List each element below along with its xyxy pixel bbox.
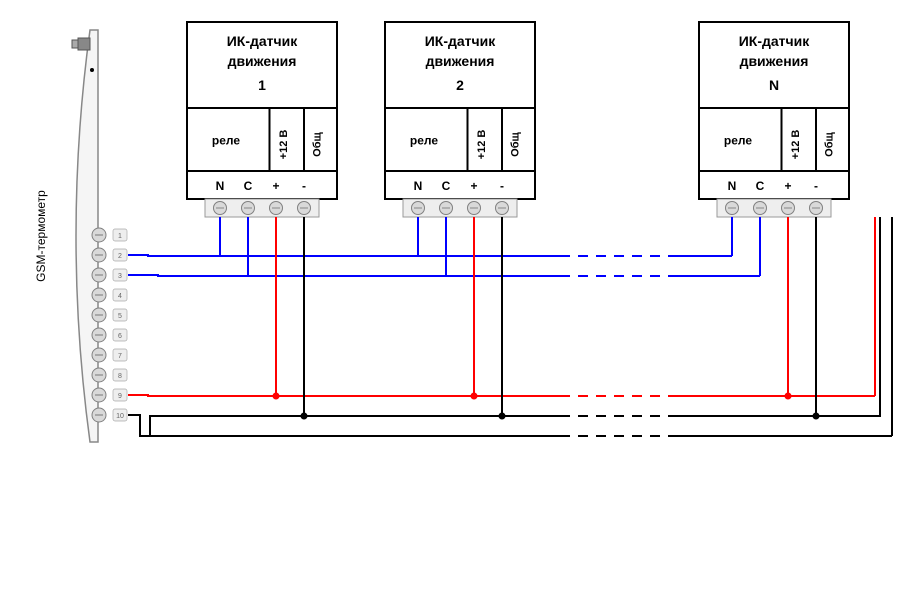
svg-text:N: N <box>769 77 779 93</box>
svg-text:1: 1 <box>118 233 122 240</box>
svg-text:ИК-датчик: ИК-датчик <box>425 33 497 49</box>
svg-text:1: 1 <box>258 77 266 93</box>
svg-text:ИК-датчик: ИК-датчик <box>227 33 299 49</box>
svg-text:+12 В: +12 В <box>476 130 488 160</box>
svg-text:+: + <box>272 179 279 193</box>
svg-text:Общ: Общ <box>510 131 522 156</box>
svg-text:движения: движения <box>228 53 297 69</box>
svg-text:ИК-датчик: ИК-датчик <box>739 33 811 49</box>
svg-text:C: C <box>756 179 765 193</box>
svg-text:Общ: Общ <box>824 131 836 156</box>
svg-text:10: 10 <box>116 413 124 420</box>
svg-text:Общ: Общ <box>312 131 324 156</box>
svg-text:движения: движения <box>740 53 809 69</box>
svg-text:2: 2 <box>118 253 122 260</box>
svg-text:-: - <box>814 179 818 193</box>
svg-text:8: 8 <box>118 373 122 380</box>
sensor-box: ИК-датчик движения Nреле +12 В Общ N C + - <box>699 22 849 217</box>
sensor-box: ИК-датчик движения 2 реле +12 В Общ N C + - <box>385 22 535 217</box>
svg-text:движения: движения <box>426 53 495 69</box>
svg-text:+12 В: +12 В <box>790 130 802 160</box>
svg-text:N: N <box>414 179 423 193</box>
svg-text:реле: реле <box>410 134 438 148</box>
svg-text:7: 7 <box>118 353 122 360</box>
svg-text:2: 2 <box>456 77 464 93</box>
svg-text:4: 4 <box>118 293 122 300</box>
svg-text:GSM-термометр: GSM-термометр <box>34 190 48 282</box>
svg-text:+: + <box>784 179 791 193</box>
svg-text:5: 5 <box>118 313 122 320</box>
svg-text:N: N <box>216 179 225 193</box>
svg-text:реле: реле <box>724 134 752 148</box>
svg-text:C: C <box>244 179 253 193</box>
svg-text:N: N <box>728 179 737 193</box>
sensor-box: ИК-датчик движения 1 реле +12 В Общ N C + - <box>187 22 337 217</box>
svg-text:3: 3 <box>118 273 122 280</box>
svg-text:-: - <box>500 179 504 193</box>
svg-text:+: + <box>470 179 477 193</box>
svg-text:6: 6 <box>118 333 122 340</box>
svg-text:+12 В: +12 В <box>278 130 290 160</box>
svg-text:C: C <box>442 179 451 193</box>
svg-text:реле: реле <box>212 134 240 148</box>
svg-text:9: 9 <box>118 393 122 400</box>
svg-text:-: - <box>302 179 306 193</box>
